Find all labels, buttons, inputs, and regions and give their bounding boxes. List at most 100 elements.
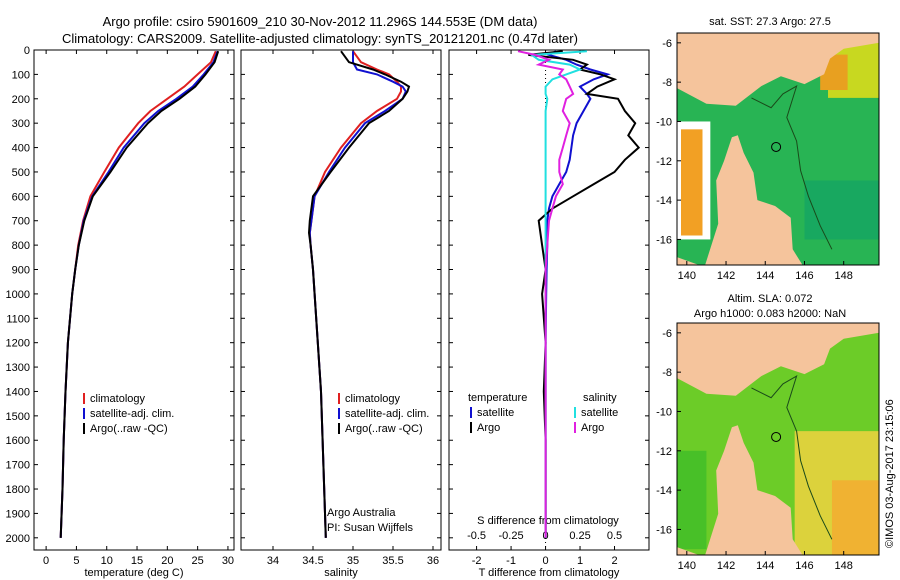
x-tick-label: 146: [795, 560, 813, 572]
series-line-argo-raw-qc-: [59, 50, 220, 538]
y-tick-label: 1700: [6, 460, 30, 472]
cool-sst-patch: [804, 180, 879, 240]
x-tick-label-salinity: -0.25: [499, 530, 524, 542]
x-axis-label: T difference from climatology: [479, 567, 620, 579]
y-tick-label: -12: [656, 156, 672, 168]
x-tick-label: 140: [678, 560, 696, 572]
low-sla-area: [677, 450, 707, 550]
temperature-panel: 0100200300400500600700800900100011001200…: [6, 45, 235, 579]
map-subtitle: Argo h1000: 0.083 h2000: NaN: [694, 308, 846, 320]
x-tick-label: 140: [678, 270, 696, 282]
legend-label: Argo: [581, 422, 604, 434]
depth-contour: [751, 85, 833, 250]
legend-label: satellite: [477, 407, 514, 419]
argo-position-marker: [771, 431, 782, 442]
y-tick-label: 400: [12, 143, 30, 155]
header-line2: Climatology: CARS2009. Satellite-adjuste…: [62, 31, 578, 46]
map-frame: [676, 32, 880, 266]
header-line1: Argo profile: csiro 5901609_210 30-Nov-2…: [103, 14, 538, 29]
y-tick-label: -6: [662, 38, 672, 50]
difference-panel: -2 -1 0 1 2-0.5 -0.25 0 0.25 0.5S difference fro…: [448, 49, 650, 579]
y-tick-label: 300: [12, 118, 30, 130]
y-tick-label: -10: [656, 406, 672, 418]
y-tick-label: 2000: [6, 533, 30, 545]
y-tick-label: -8: [662, 77, 672, 89]
depth-contour: [751, 375, 833, 540]
x-tick-label: 15: [131, 555, 143, 567]
x-tick-label-salinity: -0.5: [467, 530, 486, 542]
x-tick-label: 148: [835, 560, 853, 572]
legend-label: satellite: [581, 407, 618, 419]
x-tick-label-salinity: 0.25: [569, 530, 590, 542]
x-axis-label-top: S difference from climatology: [477, 515, 619, 527]
legend-label: satellite-adj. clim.: [345, 408, 429, 420]
y-tick-label: 1800: [6, 484, 30, 496]
series-line-temperature-argo: [528, 50, 641, 538]
x-tick-label: 148: [835, 270, 853, 282]
imos-stamp: ©IMOS 03-Aug-2017 23:15:06: [884, 399, 896, 548]
legend-label: climatology: [90, 393, 146, 405]
x-tick-label: 35.5: [382, 555, 403, 567]
legend-label: Argo(..raw -QC): [345, 423, 423, 435]
y-tick-label: -14: [656, 485, 672, 497]
y-tick-label: -8: [662, 367, 672, 379]
legend-title: temperature: [468, 392, 527, 404]
x-tick-label-salinity: 0.5: [607, 530, 622, 542]
legend-label: Argo: [477, 422, 500, 434]
sla-map-panel: Altim. SLA: 0.072 Argo h1000: 0.083 h2000…: [656, 293, 880, 572]
legend-label: climatology: [345, 393, 401, 405]
y-tick-label: 600: [12, 191, 30, 203]
legend-label: satellite-adj. clim.: [90, 408, 174, 420]
x-tick-label: 34.5: [302, 555, 323, 567]
y-tick-label: 500: [12, 167, 30, 179]
map-title: Altim. SLA: 0.072: [728, 293, 813, 305]
x-tick-label: -1: [506, 555, 516, 567]
plot-frame: [448, 49, 650, 551]
plot-frame: [33, 49, 235, 551]
warm-sst-area: [681, 129, 703, 236]
x-tick-label: 144: [756, 270, 774, 282]
map-frame: [676, 322, 880, 556]
x-tick-label: 34: [267, 555, 279, 567]
map-area: [677, 323, 879, 555]
y-tick-label: 1900: [6, 508, 30, 520]
annotation-line: PI: Susan Wijffels: [327, 522, 413, 534]
x-tick-label: 30: [222, 555, 234, 567]
x-tick-label: 1: [577, 555, 583, 567]
y-tick-label: 1600: [6, 435, 30, 447]
y-tick-label: 700: [12, 216, 30, 228]
legend-title: salinity: [583, 392, 617, 404]
series-line-salinity-argo: [517, 50, 575, 538]
y-tick-label: 100: [12, 69, 30, 81]
plot-frame: [240, 49, 442, 551]
x-tick-label: 35: [347, 555, 359, 567]
y-tick-label: -12: [656, 446, 672, 458]
land-new-guinea: [677, 323, 879, 396]
x-tick-label: 142: [717, 560, 735, 572]
x-tick-label: 2: [611, 555, 617, 567]
map-title: sat. SST: 27.3 Argo: 27.5: [709, 16, 831, 28]
y-tick-label: 1100: [6, 313, 30, 325]
legend-label: Argo(..raw -QC): [90, 423, 168, 435]
x-tick-label: 10: [101, 555, 113, 567]
y-tick-label: 1000: [6, 289, 30, 301]
land-cape-york: [677, 425, 803, 555]
y-tick-label: -14: [656, 195, 672, 207]
series-line-argo-raw-qc-: [307, 50, 411, 538]
x-tick-label: -2: [472, 555, 482, 567]
x-tick-label: 0: [542, 555, 548, 567]
y-tick-label: -10: [656, 116, 672, 128]
map-area: [677, 33, 879, 265]
x-tick-label: 142: [717, 270, 735, 282]
salinity-panel: 34 34.5 35 35.5 36 climatology satellite-adj. …: [240, 49, 442, 579]
x-tick-label: 5: [73, 555, 79, 567]
annotation-line: Argo Australia: [327, 507, 396, 519]
land-cape-york: [677, 135, 803, 265]
y-tick-label: 1300: [6, 362, 30, 374]
y-tick-label: 0: [24, 45, 30, 57]
y-tick-label: -16: [656, 524, 672, 536]
x-tick-label: 25: [192, 555, 204, 567]
y-tick-label: 200: [12, 94, 30, 106]
land-new-guinea: [677, 33, 879, 106]
